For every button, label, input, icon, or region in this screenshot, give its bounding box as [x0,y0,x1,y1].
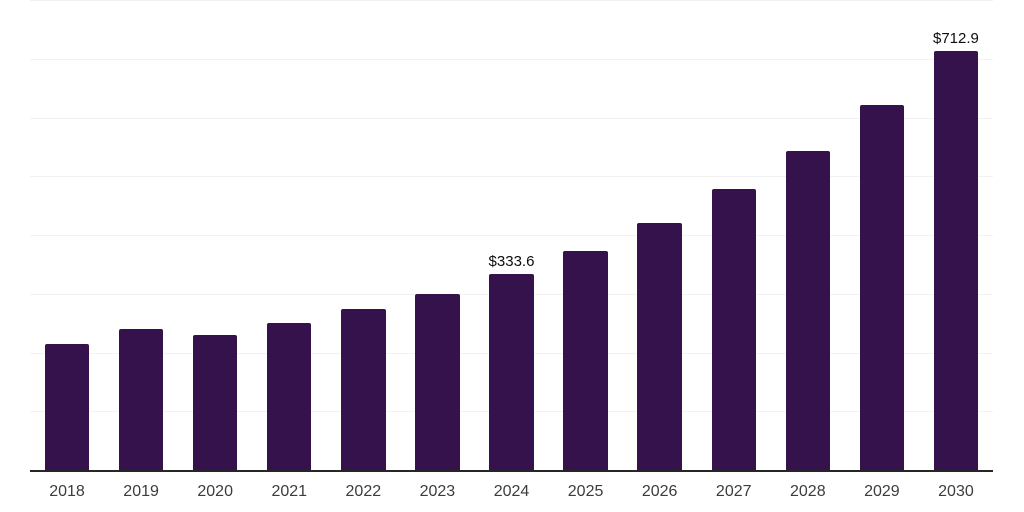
x-tick-label-2030: 2030 [938,483,974,500]
bar-2029 [859,104,905,470]
plot-area: $333.6 $712.9 [30,0,993,472]
x-axis: 2018 2019 2020 2021 2022 2023 2024 2025 2026 2027… [30,483,993,511]
x-tick-label-2018: 2018 [49,483,85,500]
gridline-700 [30,58,993,60]
gridline-400 [30,235,993,236]
gridline-600 [30,117,993,119]
bar-2024 [489,274,534,470]
bar-2022 [341,309,386,470]
x-tick-label-2020: 2020 [197,483,233,500]
bar-2021 [267,322,312,470]
x-tick-label-2029: 2029 [864,483,900,500]
bar-2023 [415,293,460,470]
bar-2020 [192,335,238,470]
bar-2026 [637,223,682,470]
x-tick-label-2027: 2027 [715,483,752,500]
bar-2018 [44,343,90,470]
bar-2030 [933,51,979,470]
gridline-500 [30,176,993,178]
x-tick-label-2026: 2026 [641,483,678,500]
bar-2019 [118,329,164,470]
x-tick-label-2028: 2028 [790,483,826,500]
x-tick-label-2019: 2019 [123,483,159,500]
x-tick-label-2025: 2025 [567,483,604,500]
x-tick-label-2021: 2021 [271,483,308,500]
gridline-800 [30,0,993,1]
bar-2028 [785,151,831,470]
bar-2025 [563,251,608,470]
data-label-2030: $712.9 [933,30,979,48]
x-tick-label-2024: 2024 [493,483,530,500]
x-tick-label-2022: 2022 [345,483,382,500]
data-label-2024: $333.6 [488,253,535,271]
bar-2027 [711,188,756,470]
x-tick-label-2023: 2023 [419,483,456,500]
